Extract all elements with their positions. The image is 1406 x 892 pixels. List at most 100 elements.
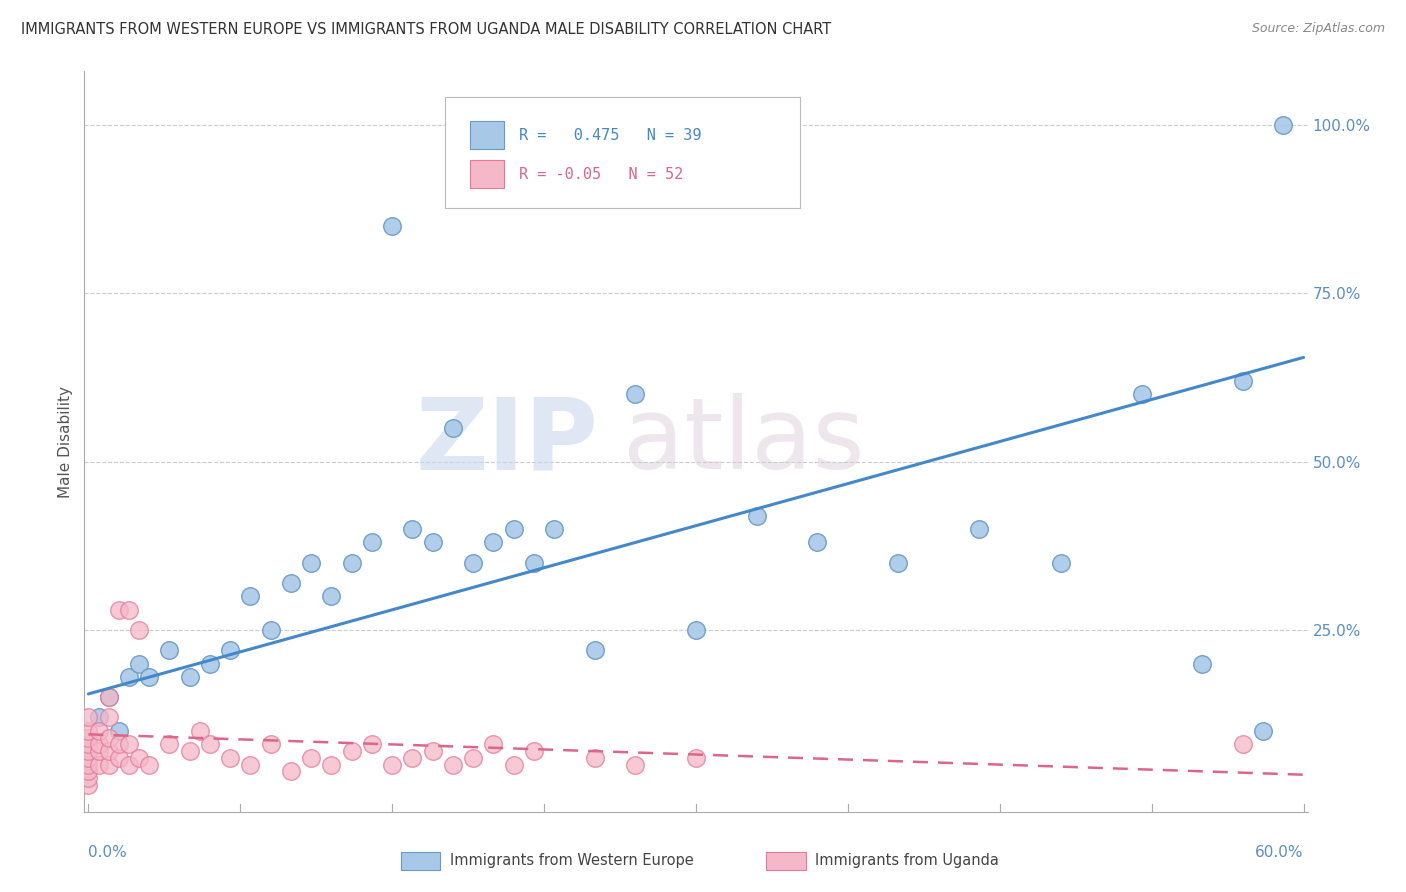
Point (157, 643, 180, 657)
Point (107, 723, 129, 738)
Point (87, 757, 110, 772)
Point (321, 757, 343, 772)
Point (969, 522, 991, 536)
Point (361, 535, 384, 549)
Point (87, 723, 110, 738)
Point (441, 421, 464, 435)
Point (441, 757, 464, 772)
Point (583, 751, 606, 765)
Point (138, 670, 160, 684)
Point (179, 670, 201, 684)
Point (118, 603, 141, 617)
Text: 0.0%: 0.0% (89, 846, 127, 861)
Point (1130, 387, 1153, 401)
Point (502, 522, 524, 536)
Point (321, 590, 343, 604)
Point (97, 744, 120, 758)
Point (118, 670, 141, 684)
Point (280, 764, 302, 779)
Point (361, 738, 384, 752)
Point (87, 738, 110, 752)
Point (97, 690, 120, 705)
Point (97, 690, 120, 705)
Point (77, 738, 100, 752)
Point (280, 575, 302, 590)
Point (198, 738, 221, 752)
Point (381, 219, 404, 234)
Point (482, 535, 505, 549)
Point (77, 744, 100, 758)
Point (97, 710, 120, 724)
Point (745, 508, 768, 523)
Point (299, 751, 322, 765)
Point (87, 744, 110, 758)
Point (179, 744, 201, 758)
Point (157, 738, 180, 752)
Text: Immigrants from Western Europe: Immigrants from Western Europe (450, 854, 693, 868)
Point (97, 731, 120, 745)
Point (77, 757, 100, 772)
Point (77, 764, 100, 779)
Point (77, 731, 100, 745)
Point (1272, 118, 1295, 132)
Point (77, 778, 100, 792)
Text: ZIP: ZIP (415, 393, 598, 490)
Point (422, 535, 444, 549)
FancyBboxPatch shape (446, 97, 800, 209)
Point (77, 771, 100, 785)
Text: Immigrants from Uganda: Immigrants from Uganda (815, 854, 1000, 868)
Point (685, 751, 707, 765)
FancyBboxPatch shape (470, 121, 503, 149)
Point (583, 643, 606, 657)
Point (260, 738, 283, 752)
Point (188, 723, 211, 738)
Point (463, 556, 485, 570)
Point (543, 522, 565, 536)
Point (198, 657, 221, 671)
Text: IMMIGRANTS FROM WESTERN EUROPE VS IMMIGRANTS FROM UGANDA MALE DISABILITY CORRELA: IMMIGRANTS FROM WESTERN EUROPE VS IMMIGR… (21, 22, 831, 37)
Point (260, 623, 283, 637)
Point (887, 556, 910, 570)
Point (1191, 657, 1213, 671)
Point (1049, 556, 1071, 570)
Text: 60.0%: 60.0% (1256, 846, 1303, 861)
Text: R = -0.05   N = 52: R = -0.05 N = 52 (519, 167, 683, 182)
Point (523, 744, 546, 758)
Point (77, 723, 100, 738)
Point (624, 387, 647, 401)
Point (1232, 738, 1254, 752)
Point (77, 710, 100, 724)
Text: R =   0.475   N = 39: R = 0.475 N = 39 (519, 128, 702, 143)
Point (118, 757, 141, 772)
Point (107, 751, 129, 765)
Point (502, 757, 524, 772)
Y-axis label: Male Disability: Male Disability (58, 385, 73, 498)
Point (401, 751, 423, 765)
Point (118, 738, 141, 752)
Point (340, 744, 363, 758)
Point (523, 556, 546, 570)
Point (1232, 374, 1254, 388)
Point (299, 556, 322, 570)
Point (239, 757, 262, 772)
Point (422, 744, 444, 758)
Point (624, 757, 647, 772)
Point (685, 623, 707, 637)
Text: Source: ZipAtlas.com: Source: ZipAtlas.com (1251, 22, 1385, 36)
FancyBboxPatch shape (470, 161, 503, 188)
Point (219, 751, 242, 765)
Point (219, 643, 242, 657)
Point (128, 623, 150, 637)
Point (107, 738, 129, 752)
Point (239, 590, 262, 604)
Point (87, 710, 110, 724)
Point (97, 757, 120, 772)
Point (107, 603, 129, 617)
Point (128, 751, 150, 765)
Point (381, 757, 404, 772)
Point (138, 757, 160, 772)
Point (77, 751, 100, 765)
Point (1251, 723, 1274, 738)
Point (463, 751, 485, 765)
Text: atlas: atlas (623, 393, 865, 490)
